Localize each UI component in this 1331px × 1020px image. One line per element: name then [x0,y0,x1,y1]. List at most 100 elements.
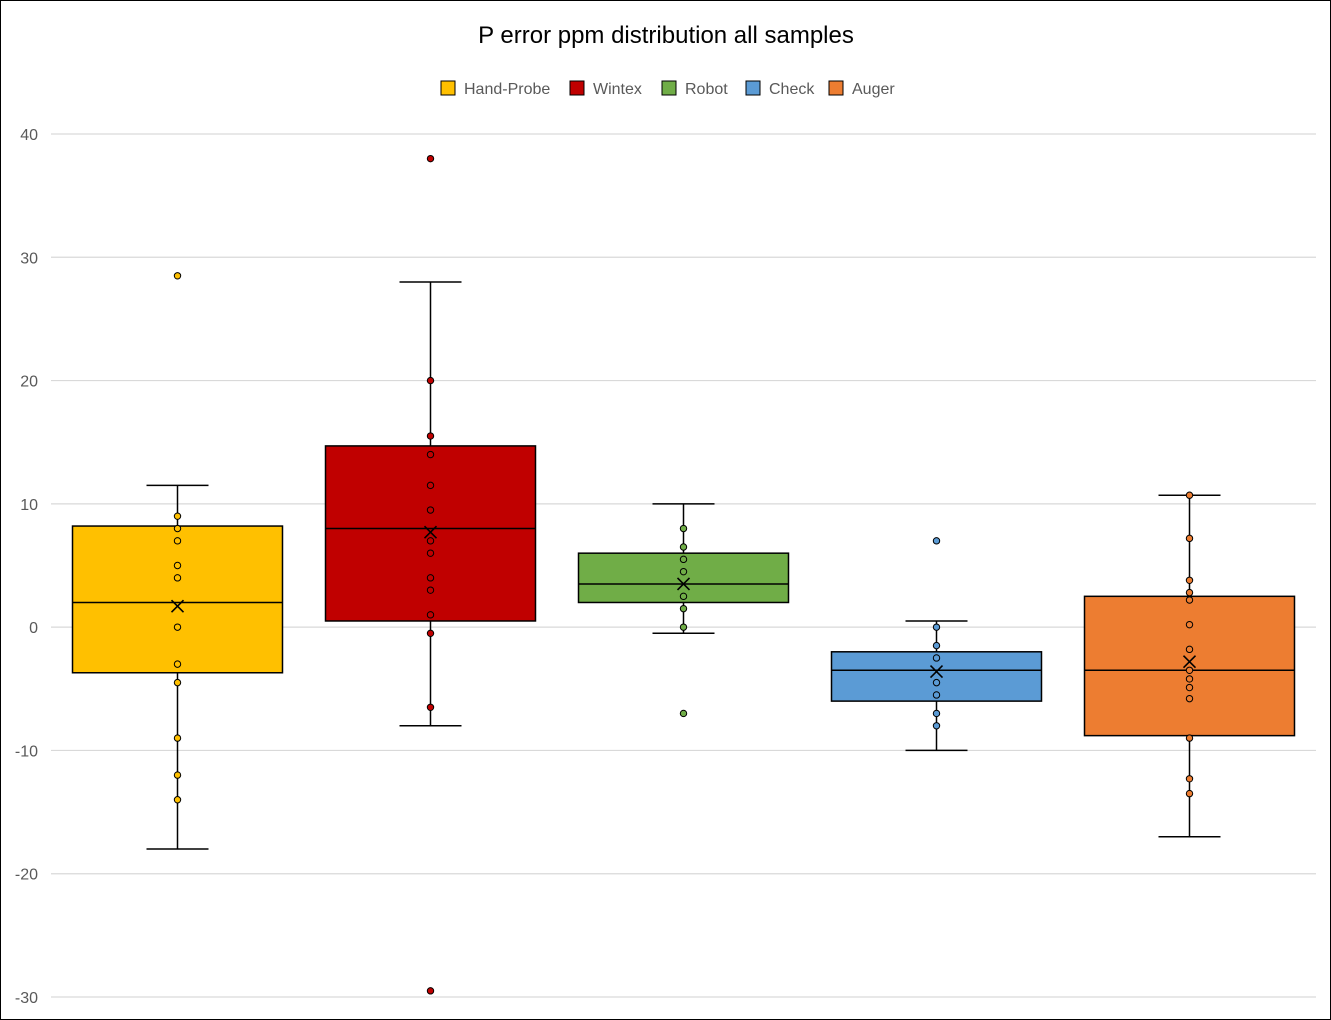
chart-title: P error ppm distribution all samples [478,22,854,49]
mean-marker [929,664,944,679]
data-point [173,771,182,779]
data-point [1185,576,1194,584]
y-tick-label: -20 [15,867,38,884]
data-point [1185,694,1194,703]
data-point [932,641,941,650]
data-point [679,623,688,631]
legend-item: Robot [661,80,728,98]
data-point [679,524,688,533]
data-point [426,506,435,514]
box-group [577,503,790,718]
data-point [932,623,941,631]
data-point [426,586,435,594]
chart-legend: Hand-Probe Wintex Robot Check Auger [440,80,895,98]
data-point [173,574,182,582]
data-point [1185,789,1194,798]
data-point [1185,645,1194,654]
mean-marker [1182,655,1197,669]
data-point [679,543,688,551]
box-iqr [1083,595,1296,737]
y-tick-label: 30 [20,250,38,267]
data-point [1185,734,1194,742]
data-point [426,574,435,582]
legend-label: Hand-Probe [464,81,550,98]
box-group [1083,491,1296,838]
data-point [1185,588,1194,597]
data-point [1185,675,1194,683]
data-point [1185,491,1194,499]
data-point [426,987,435,995]
data-point [173,537,182,545]
legend-item: Check [745,80,815,98]
data-point [932,537,941,545]
data-point [426,537,435,545]
mean-marker [676,577,691,591]
data-point [173,623,182,631]
data-point [426,432,435,440]
data-point [679,709,688,718]
data-point [173,796,182,804]
box-plots [71,154,1296,995]
data-point [932,709,941,718]
y-tick-label: 0 [29,620,38,637]
data-point [932,722,941,730]
data-point [426,549,435,557]
legend-item: Wintex [569,80,642,98]
data-point [1185,534,1194,543]
box-iqr [71,525,284,674]
legend-label: Robot [685,81,728,98]
legend-swatch [661,80,677,96]
mean-marker-stroke [929,664,944,679]
data-point [173,660,182,668]
data-point [173,561,182,570]
legend-label: Check [769,81,815,98]
data-point [426,376,435,385]
data-point [426,703,435,711]
legend-label: Wintex [593,81,642,98]
y-tick-label: 10 [20,497,38,514]
data-point [426,450,435,459]
legend-swatch [569,80,585,96]
box-group [324,154,537,995]
data-point [932,691,941,699]
data-point [426,481,435,490]
y-tick-label: 20 [20,374,38,391]
data-point [1185,683,1194,692]
data-point [679,604,688,613]
legend-item: Auger [828,80,895,98]
data-point [1185,620,1194,629]
box-iqr [324,445,537,622]
y-tick-label: -30 [15,990,38,1007]
box-group [71,272,284,850]
data-point [173,734,182,742]
mean-marker-stroke [170,599,185,613]
data-point [426,611,435,619]
data-point [679,555,688,564]
data-point [1185,596,1194,604]
legend-item: Hand-Probe [440,80,550,98]
data-point [1185,775,1194,783]
data-point [426,154,435,163]
mean-marker-stroke [423,525,438,539]
legend-swatch [440,80,456,96]
data-point [173,678,182,687]
mean-marker [170,599,185,613]
y-tick-label: -10 [15,743,38,760]
mean-marker-stroke [1182,655,1197,669]
box-group [830,537,1043,752]
mean-marker [423,525,438,539]
data-point [426,629,435,638]
data-point [173,512,182,520]
mean-marker-stroke [676,577,691,591]
data-point [932,678,941,687]
y-axis-ticks: 40 30 20 10 0 -10 -20 -30 [15,127,38,1007]
data-point [173,272,182,280]
data-point [679,592,688,601]
y-tick-label: 40 [20,127,38,144]
legend-swatch [745,80,761,96]
data-point [679,567,688,576]
data-point [932,654,941,662]
data-point [173,524,182,533]
